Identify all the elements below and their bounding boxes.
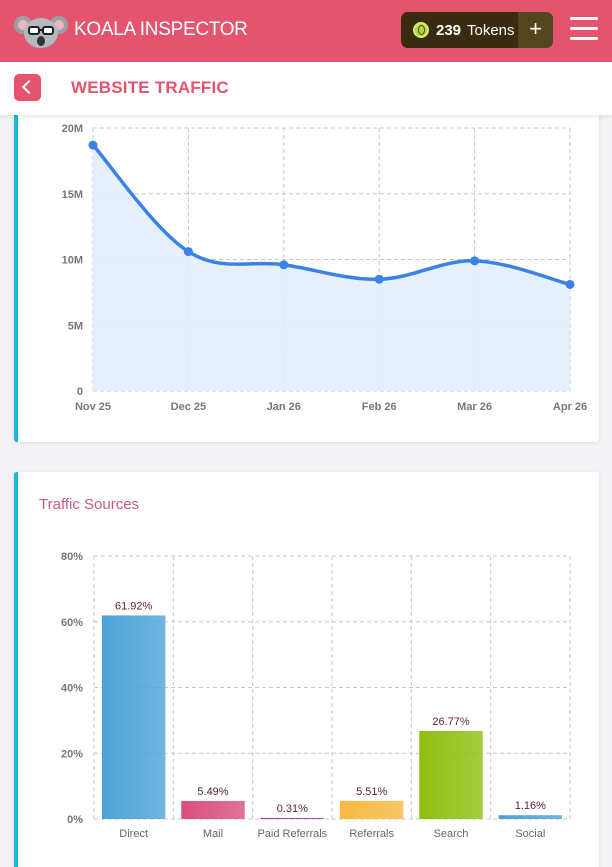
traffic-chart-card: 0 5M 10M 15M 20M Nov 25 Dec 25 Jan 26 Feb 26 Mar … [14, 100, 599, 442]
y-tick-label: 0 [77, 386, 83, 398]
x-tick-label: Apr 26 [553, 401, 587, 413]
x-tick-label: Search [434, 828, 469, 840]
bar [419, 730, 483, 819]
tokens-count: 239 [436, 22, 462, 39]
x-tick-label: Mar 26 [457, 401, 492, 413]
bar-value-label: 0.31% [277, 803, 308, 815]
y-tick-label: 0% [67, 814, 83, 826]
koala-logo-icon[interactable] [14, 12, 68, 50]
tokens-widget[interactable]: 239 Tokens + [401, 12, 553, 48]
data-point [88, 140, 98, 150]
page-header: WEBSITE TRAFFIC [0, 62, 612, 115]
x-tick-label: Mail [203, 828, 223, 840]
data-point [374, 274, 384, 284]
traffic-line-chart: 0 5M 10M 15M 20M Nov 25 Dec 25 Jan 26 Feb 26 Mar … [62, 123, 588, 413]
traffic-sources-card: Traffic Sources 0% 20% 40% 60% 80% 61.92% Dire… [14, 472, 599, 867]
x-tick-label: Direct [119, 828, 148, 840]
y-tick-label: 5M [68, 320, 83, 332]
data-point [565, 279, 575, 289]
bar [101, 615, 166, 819]
data-point [279, 260, 289, 270]
series-area [93, 145, 570, 391]
y-tick-label: 60% [61, 617, 83, 629]
x-tick-label: Paid Referrals [257, 828, 327, 840]
y-tick-label: 20% [61, 748, 83, 760]
card-title: Traffic Sources [39, 496, 140, 513]
x-tick-label: Dec 25 [171, 401, 206, 413]
tokens-label: Tokens [467, 22, 515, 39]
bar-value-label: 61.92% [115, 600, 153, 612]
y-tick-label: 20M [62, 123, 83, 135]
y-tick-label: 10M [62, 255, 83, 267]
bar [498, 815, 563, 819]
back-arrow-icon[interactable] [14, 74, 41, 101]
x-tick-label: Nov 25 [75, 401, 111, 413]
page-title: WEBSITE TRAFFIC [71, 78, 229, 97]
hamburger-menu-icon[interactable] [568, 14, 600, 42]
x-tick-label: Social [515, 828, 545, 840]
x-tick-label: Referrals [349, 828, 394, 840]
data-point [470, 256, 480, 266]
bar-value-label: 26.77% [432, 716, 470, 728]
bar-value-label: 1.16% [515, 800, 546, 812]
y-tick-label: 40% [61, 683, 83, 695]
data-point [183, 247, 193, 257]
bar [181, 800, 245, 819]
bar [260, 817, 325, 819]
bar [339, 800, 404, 819]
brand-name: KOALA INSPECTOR [74, 19, 248, 40]
top-header: KOALA INSPECTOR 239 Tokens + [0, 0, 612, 62]
bar-value-label: 5.49% [197, 786, 228, 798]
y-tick-label: 15M [62, 189, 83, 201]
add-tokens-button[interactable]: + [518, 12, 553, 48]
traffic-sources-bar-chart: 0% 20% 40% 60% 80% 61.92% Direct 5.49% Mail 0.31%… [61, 551, 571, 840]
coin-icon [413, 22, 429, 38]
x-tick-label: Feb 26 [362, 401, 397, 413]
x-tick-label: Jan 26 [267, 401, 301, 413]
bar-value-label: 5.51% [356, 786, 387, 798]
y-tick-label: 80% [61, 551, 83, 563]
